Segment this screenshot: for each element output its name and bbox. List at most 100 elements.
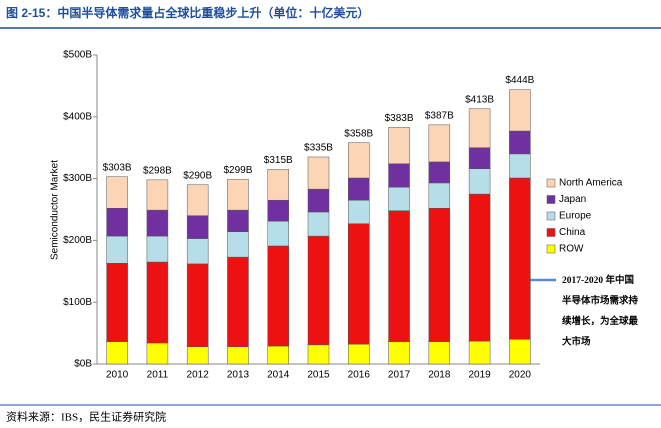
bar-segment	[146, 261, 169, 344]
bar-segment	[509, 89, 531, 132]
total-label: $290B	[183, 170, 212, 181]
source: 资料来源：IBS，民生证券研究院	[6, 410, 166, 424]
bar-segment	[428, 161, 451, 184]
bar-segment	[146, 179, 169, 211]
bar-segment	[468, 108, 491, 148]
bar-segment	[509, 177, 531, 340]
total-label: $303B	[103, 162, 132, 173]
bar-segment	[227, 256, 249, 347]
bar-segment	[307, 188, 330, 213]
bar-segment	[388, 163, 410, 188]
bar-segment	[348, 177, 370, 201]
bar-segment	[509, 130, 531, 155]
bar-segment	[468, 340, 491, 365]
y-tick-label: $0B	[74, 359, 92, 370]
legend-label: ROW	[559, 244, 584, 255]
annotation: 2017-2020 年中国	[562, 274, 634, 286]
bar-segment	[186, 238, 209, 265]
x-tick-label: 2011	[147, 370, 169, 381]
total-label: $383B	[385, 113, 414, 124]
bar-segment	[106, 341, 128, 365]
bar-segment	[186, 184, 209, 216]
y-tick-label: $200B	[63, 235, 92, 246]
bar-segment	[388, 210, 410, 343]
total-label: $335B	[304, 143, 333, 154]
bar-segment	[428, 341, 451, 365]
bar-segment	[267, 169, 289, 201]
x-tick-label: 2020	[509, 370, 532, 381]
bar-segment	[348, 142, 370, 179]
bar-segment	[146, 342, 169, 365]
legend-swatch	[546, 211, 556, 221]
bar-segment	[146, 209, 169, 237]
bar-segment	[186, 346, 209, 365]
x-tick-label: 2019	[468, 370, 491, 381]
x-tick-label: 2010	[106, 370, 129, 381]
x-tick-label: 2018	[428, 370, 451, 381]
bar-segment	[468, 147, 491, 169]
bar-segment	[106, 176, 128, 209]
bar-segment	[227, 178, 249, 211]
x-tick-label: 2015	[307, 370, 330, 381]
y-tick-label: $500B	[63, 50, 92, 61]
total-label: $298B	[143, 165, 172, 176]
bar-segment	[267, 199, 289, 222]
bar-segment	[307, 344, 330, 365]
y-tick-label: $300B	[63, 173, 92, 184]
bar-segment	[468, 193, 491, 342]
bar-segment	[106, 235, 128, 264]
total-label: $387B	[425, 110, 454, 121]
bar-segment	[348, 199, 370, 224]
bar-segment	[267, 220, 289, 247]
x-tick-label: 2012	[187, 370, 210, 381]
annotation: 半导体市场需求持	[562, 295, 639, 307]
legend-swatch	[546, 195, 556, 204]
bar-segment	[146, 235, 169, 263]
total-label: $315B	[264, 155, 293, 166]
legend-label: China	[559, 227, 586, 238]
total-label: $299B	[223, 165, 252, 176]
y-axis-label: Semiconductor Market	[50, 160, 61, 260]
bar-segment	[307, 156, 330, 190]
bar-segment	[428, 182, 451, 209]
bar-segment	[227, 209, 249, 232]
bar-segment	[509, 339, 531, 365]
x-tick-label: 2013	[227, 370, 250, 381]
total-label: $358B	[344, 128, 373, 139]
bar-segment	[227, 231, 249, 258]
legend-swatch	[546, 228, 556, 237]
legend-swatch	[546, 244, 556, 254]
total-label: $413B	[465, 94, 494, 105]
bar-segment	[227, 346, 249, 365]
bar-segment	[267, 245, 289, 347]
page-title: 图 2-15：中国半导体需求量占全球比重稳步上升（单位：十亿美元）	[6, 5, 369, 20]
bar-segment	[186, 215, 209, 239]
bar-segment	[388, 341, 410, 365]
bar-segment	[348, 343, 370, 365]
bar-segment	[388, 127, 410, 165]
bar-segment	[307, 211, 330, 237]
total-label: $444B	[505, 75, 534, 86]
legend-label: North America	[559, 178, 623, 189]
y-tick-label: $100B	[63, 297, 92, 308]
legend-swatch	[546, 178, 556, 188]
bar-segment	[509, 153, 531, 179]
bar-segment	[428, 124, 451, 163]
bar-segment	[428, 208, 451, 343]
x-tick-label: 2014	[267, 370, 290, 381]
annotation: 续增长，为全球最	[562, 315, 639, 327]
bar-segment	[186, 263, 209, 347]
legend-label: Japan	[559, 194, 586, 205]
annotation: 大市场	[562, 336, 591, 348]
x-tick-label: 2017	[388, 370, 411, 381]
bar-segment	[348, 223, 370, 345]
bar-segment	[267, 345, 289, 365]
bar-segment	[388, 187, 410, 211]
legend-label: Europe	[559, 211, 592, 222]
bar-segment	[468, 168, 491, 195]
bar-segment	[106, 208, 128, 237]
y-tick-label: $400B	[63, 111, 92, 122]
bar-segment	[307, 235, 330, 346]
x-tick-label: 2016	[348, 370, 371, 381]
